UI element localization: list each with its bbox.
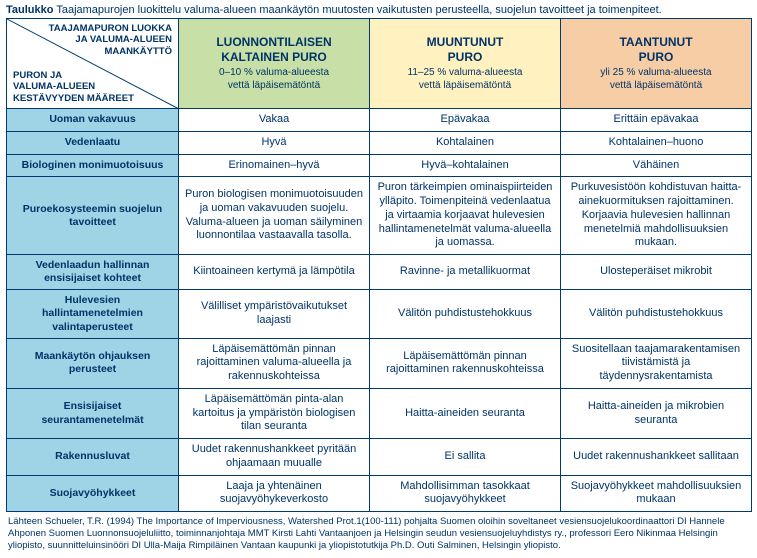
table-cell: Vähäinen [561,154,752,177]
row-header: Maankäytön ohjauksen perusteet [7,338,179,388]
table-cell: Puron biologisen monimuotoisuuden ja uom… [179,177,370,255]
row-header: Ensisijaiset seurantamenetelmät [7,388,179,438]
row-header: Biologinen monimuotoisuus [7,154,179,177]
row-header: Suojavyöhykkeet [7,475,179,512]
table-cell: Laaja ja yhtenäinen suojavyöhykeverkosto [179,475,370,512]
source-citation: Lähteen Schueler, T.R. (1994) The Import… [0,512,757,558]
table-row: Biologinen monimuotoisuusErinomainen–hyv… [7,154,752,177]
column-header-1: LUONNONTILAISEN KALTAINEN PURO 0–10 % va… [179,19,370,109]
column-header-2: MUUNTUNUT PURO 11–25 % valuma-alueestave… [370,19,561,109]
table-row: SuojavyöhykkeetLaaja ja yhtenäinen suoja… [7,475,752,512]
classification-table: TAAJAMAPURON LUOKKA JA VALUMA-ALUEEN MAA… [6,18,752,512]
table-cell: Suositellaan taajamarakentamisen tiivist… [561,338,752,388]
column-header-3: TAANTUNUT PURO yli 25 % valuma-alueestav… [561,19,752,109]
diagonal-header: TAAJAMAPURON LUOKKA JA VALUMA-ALUEEN MAA… [7,19,179,109]
table-cell: Läpäisemättömän pinta-alan kartoitus ja … [179,388,370,438]
caption-prefix: Taulukko [6,4,53,16]
caption-text: Taajamapurojen luokittelu valuma-alueen … [53,4,661,16]
table-cell: Haitta-aineiden ja mikrobien seuranta [561,388,752,438]
table-row: Ensisijaiset seurantamenetelmätLäpäisemä… [7,388,752,438]
row-header: Puroekosysteemin suojelun tavoitteet [7,177,179,255]
row-header: Hulevesien hallintamenetelmien valintape… [7,290,179,338]
table-cell: Vakaa [179,109,370,132]
table-cell: Erinomainen–hyvä [179,154,370,177]
diag-bottom-left: PURON JA VALUMA-ALUEEN KESTÄVYYDEN MÄÄRE… [13,70,134,104]
table-cell: Läpäisemättömän pinnan rajoittaminen rak… [370,338,561,388]
table-cell: Ravinne- ja metallikuormat [370,255,561,290]
table-cell: Puron tärkeimpien ominaispiirteiden yllä… [370,177,561,255]
table-cell: Välitön puhdistustehokkuus [561,290,752,338]
table-body: Uoman vakavuusVakaaEpävakaaErittäin epäv… [7,109,752,512]
row-header: Vedenlaatu [7,131,179,154]
table-cell: Uudet rakennushankkeet sallitaan [561,439,752,476]
table-cell: Mahdollisimman tasokkaat suojavyöhykkeet [370,475,561,512]
table-row: RakennusluvatUudet rakennushankkeet pyri… [7,439,752,476]
table-row: Maankäytön ohjauksen perusteetLäpäisemät… [7,338,752,388]
row-header: Uoman vakavuus [7,109,179,132]
table-row: Vedenlaadun hallinnan ensisijaiset kohte… [7,255,752,290]
table-cell: Uudet rakennushankkeet pyritään ohjaamaa… [179,439,370,476]
table-cell: Suojavyöhykkeet mahdollisuuksien mukaan [561,475,752,512]
table-cell: Purkuvesistöön kohdistuvan haitta-aineku… [561,177,752,255]
table-cell: Erittäin epävakaa [561,109,752,132]
table-cell: Kohtalainen–huono [561,131,752,154]
table-cell: Kiintoaineen kertymä ja lämpötila [179,255,370,290]
table-row: VedenlaatuHyväKohtalainenKohtalainen–huo… [7,131,752,154]
table-cell: Ulosteperäiset mikrobit [561,255,752,290]
diag-top-right: TAAJAMAPURON LUOKKA JA VALUMA-ALUEEN MAA… [49,23,172,57]
header-row: TAAJAMAPURON LUOKKA JA VALUMA-ALUEEN MAA… [7,19,752,109]
table-row: Hulevesien hallintamenetelmien valintape… [7,290,752,338]
table-row: Uoman vakavuusVakaaEpävakaaErittäin epäv… [7,109,752,132]
table-caption: Taulukko Taajamapurojen luokittelu valum… [0,0,757,18]
table-cell: Hyvä–kohtalainen [370,154,561,177]
row-header: Vedenlaadun hallinnan ensisijaiset kohte… [7,255,179,290]
table-cell: Välilliset ympäristövaikutukset laajasti [179,290,370,338]
table-cell: Hyvä [179,131,370,154]
table-cell: Läpäisemättömän pinnan rajoittaminen val… [179,338,370,388]
table-cell: Kohtalainen [370,131,561,154]
table-cell: Ei sallita [370,439,561,476]
table-cell: Epävakaa [370,109,561,132]
table-cell: Haitta-aineiden seuranta [370,388,561,438]
table-cell: Välitön puhdistustehokkuus [370,290,561,338]
table-row: Puroekosysteemin suojelun tavoitteetPuro… [7,177,752,255]
row-header: Rakennusluvat [7,439,179,476]
